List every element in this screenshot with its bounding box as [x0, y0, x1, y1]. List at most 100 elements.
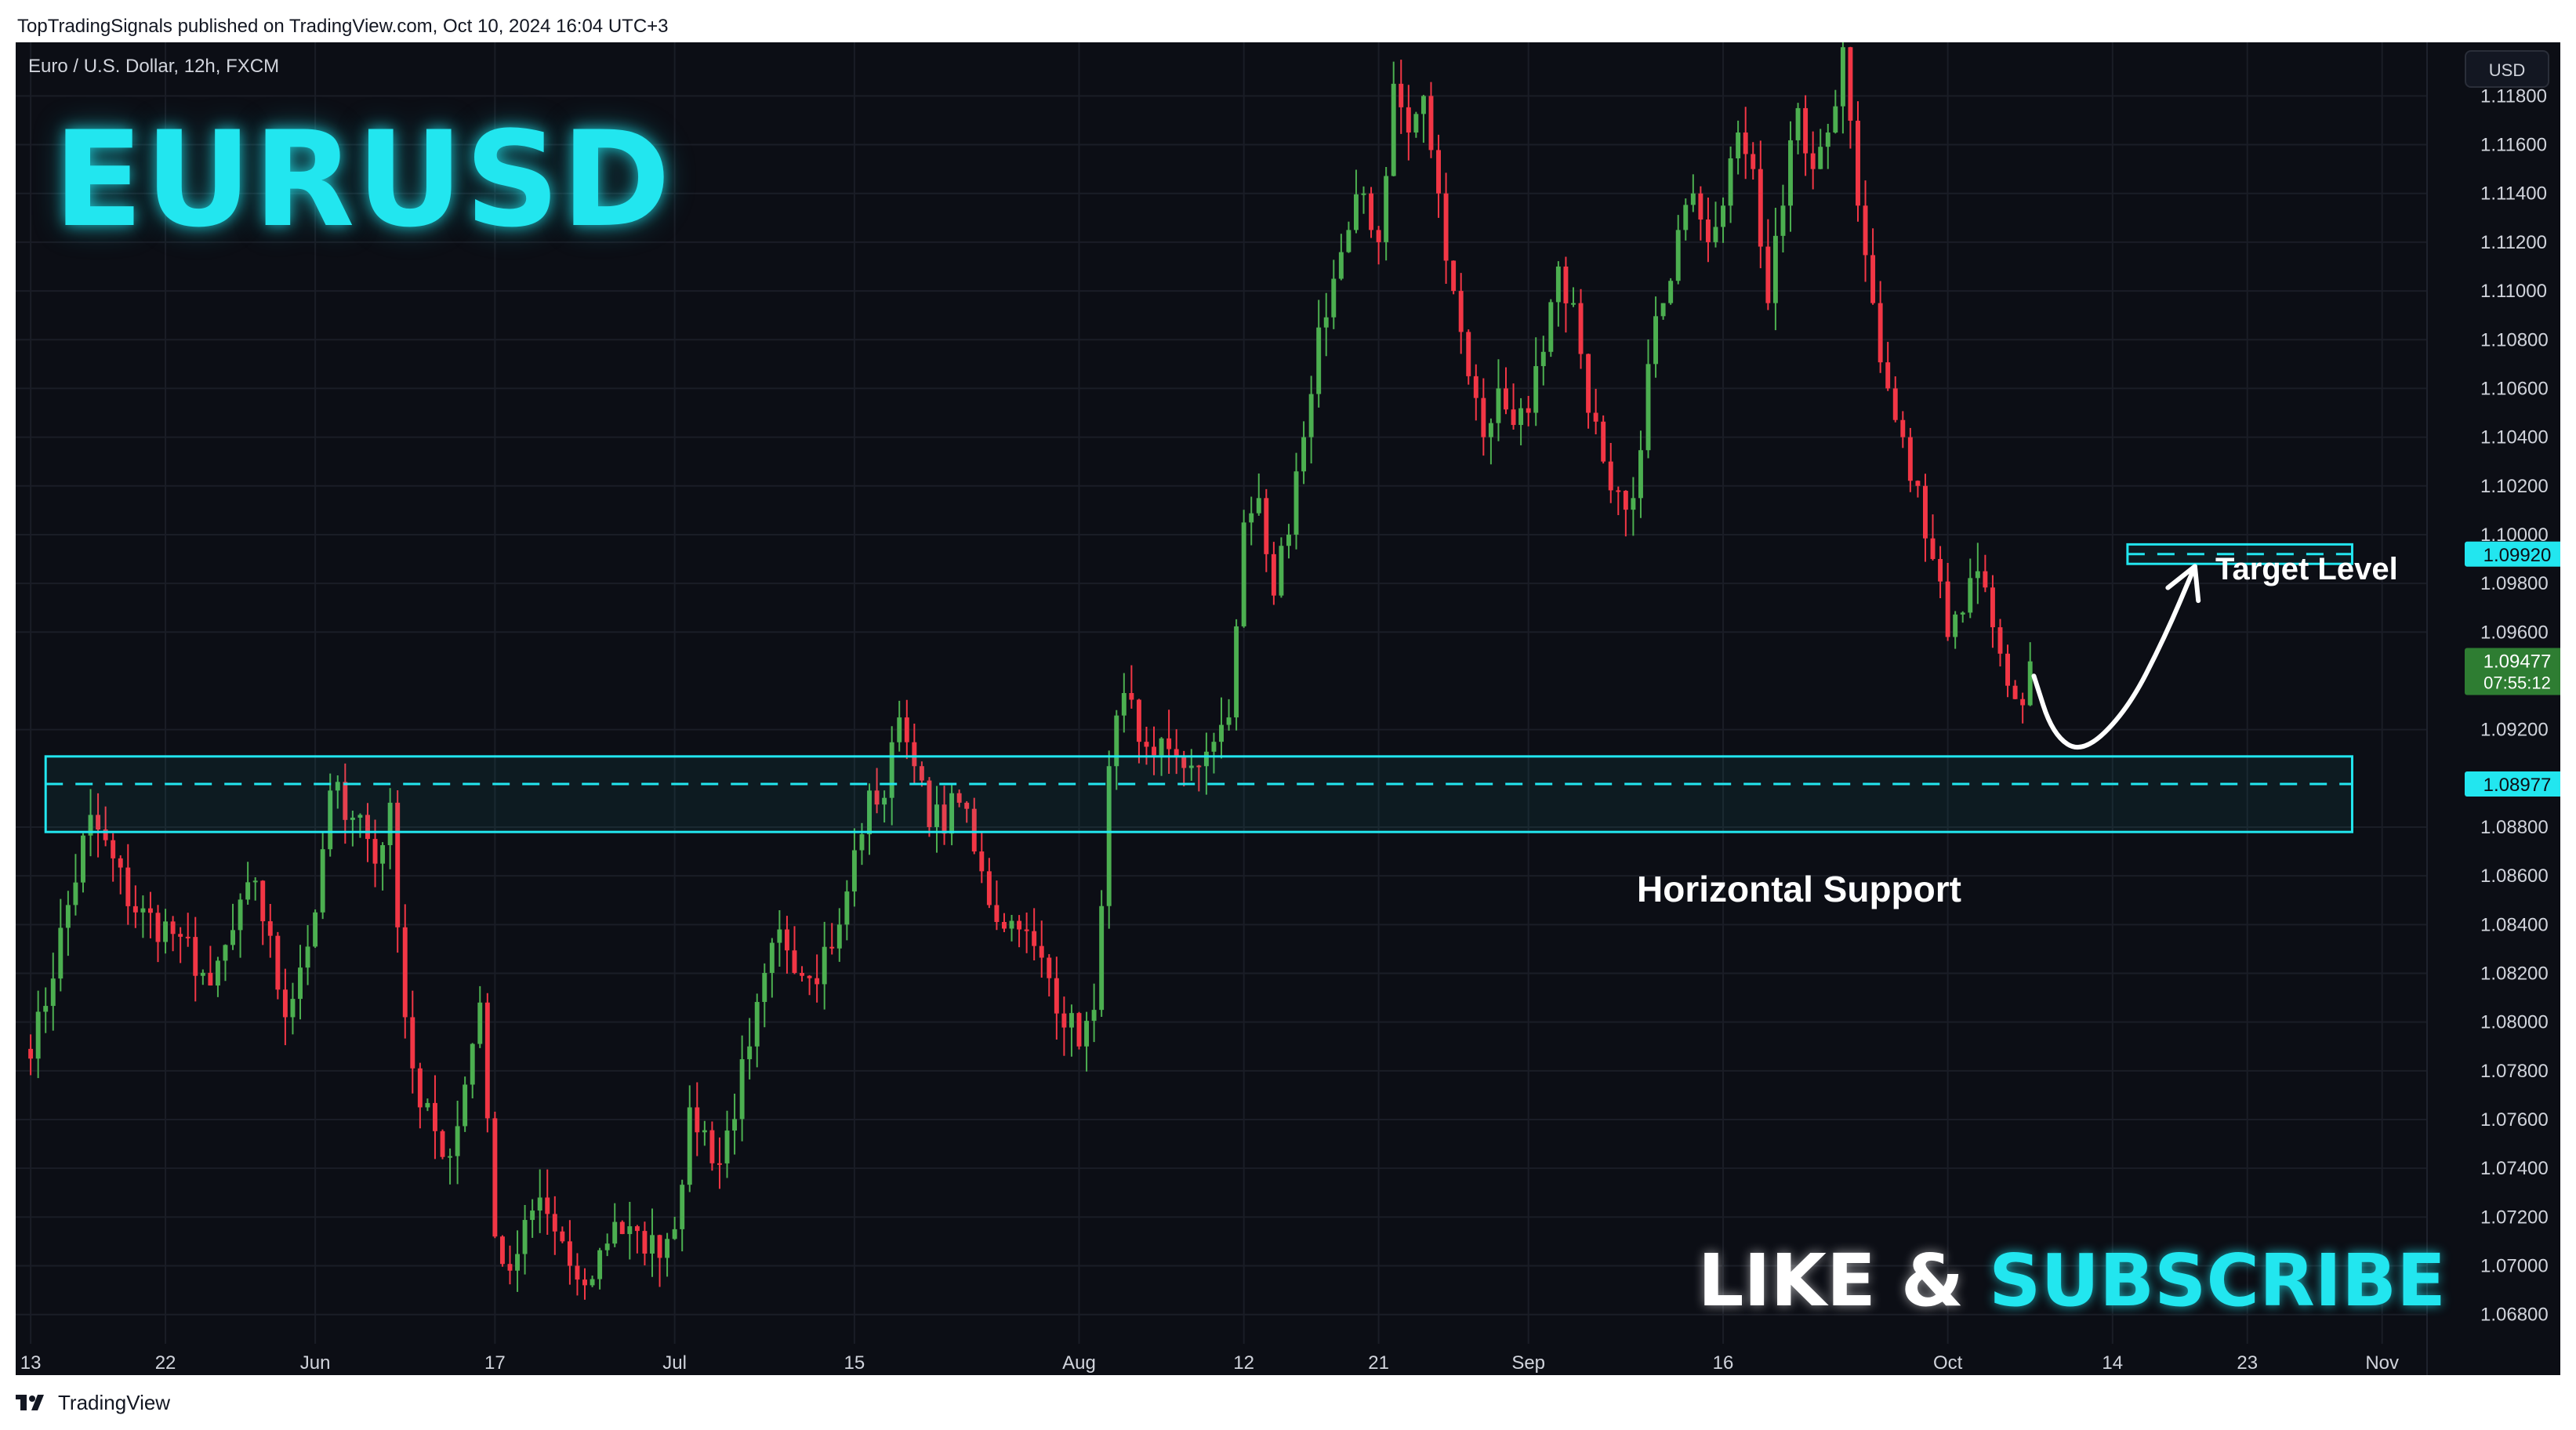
candle-bullish [1675, 230, 1681, 281]
candle-bearish [170, 921, 176, 935]
candle-bullish [1099, 906, 1105, 1011]
candle-bullish [1249, 513, 1254, 523]
candle-bearish [1885, 362, 1891, 389]
candle-bearish [1376, 230, 1381, 242]
candle-bearish [1399, 83, 1404, 107]
candle-bearish [634, 1226, 640, 1232]
candle-bullish [1301, 437, 1307, 472]
candle-bearish [1915, 481, 1921, 486]
candle-bearish [372, 839, 378, 864]
date-tick-label: 15 [844, 1352, 865, 1374]
candle-bearish [904, 717, 909, 742]
projection-curve [2031, 564, 2197, 749]
price-tick-label: 1.07400 [2480, 1158, 2549, 1179]
candle-bullish [215, 960, 220, 986]
currency-selector[interactable]: USD [2465, 50, 2549, 88]
candle-bullish [140, 908, 146, 913]
candle-bearish [1406, 107, 1411, 133]
candle-bullish [35, 1011, 41, 1059]
candle-bearish [395, 802, 401, 927]
candle-bullish [1825, 132, 1830, 147]
candle-bearish [1481, 397, 1486, 437]
candle-bullish [934, 804, 939, 827]
price-tick-label: 1.08000 [2480, 1012, 2549, 1033]
price-tick-label: 1.08200 [2480, 963, 2549, 984]
candle-bearish [103, 829, 108, 840]
candle-bullish [882, 797, 887, 805]
candle-bullish [238, 899, 243, 931]
candle-bullish [1631, 498, 1636, 510]
candle-bearish [1061, 1013, 1067, 1028]
candle-bullish [313, 912, 318, 947]
overlay-title: EURUSD [53, 103, 673, 256]
candle-bearish [792, 950, 797, 973]
candle-bearish [1743, 132, 1748, 154]
chart-panel[interactable]: 1.11800 1.11600 1.11400 1.11200 1.11000 1.108… [16, 42, 2560, 1375]
candle-bearish [1181, 757, 1187, 768]
candle-bearish [1436, 150, 1441, 194]
date-tick-label: Jul [662, 1352, 687, 1374]
candle-bullish [1555, 266, 1561, 303]
candle-bullish [522, 1220, 528, 1254]
candle-bullish [1780, 205, 1786, 236]
candle-bullish [290, 999, 296, 1018]
publish-header: TopTradingSignals published on TradingVi… [17, 11, 669, 42]
last-price-badge-text: 1.09477 [2483, 651, 2552, 673]
candle-bullish [1818, 147, 1823, 169]
candle-bearish [1863, 205, 1868, 256]
candle-bullish [1833, 106, 1838, 133]
candle-bullish [455, 1126, 460, 1156]
candle-bearish [1892, 388, 1898, 420]
date-tick-label: Oct [1933, 1352, 1963, 1374]
candle-bearish [964, 802, 970, 809]
candle-bullish [1308, 394, 1314, 437]
candle-bullish [867, 790, 872, 835]
candle-bullish [387, 802, 393, 846]
projection-arrowhead-icon [2165, 564, 2201, 604]
candle-bearish [118, 858, 123, 868]
price-tick-label: 1.10600 [2480, 378, 2549, 399]
candle-bullish [1975, 571, 1980, 579]
candle-bearish [1586, 354, 1591, 413]
candle-bullish [1772, 235, 1778, 303]
price-chart[interactable]: 1.11800 1.11600 1.11400 1.11200 1.11000 1.108… [16, 42, 2560, 1375]
horizontal-support-label: Horizontal Support [1637, 869, 1961, 909]
candle-bullish [245, 882, 251, 900]
candle-bullish [1009, 920, 1014, 929]
candle-bearish [1803, 107, 1809, 154]
date-tick-label: Nov [2365, 1352, 2399, 1374]
candle-bullish [1203, 751, 1209, 767]
candle-bullish [627, 1226, 633, 1235]
candle-bearish [1466, 332, 1471, 376]
target-price-badge-text: 1.09920 [2483, 545, 2552, 566]
candle-bullish [1736, 132, 1741, 159]
price-tick-label: 1.11000 [2480, 281, 2547, 302]
candle-bullish [1518, 408, 1524, 426]
candle-bearish [1369, 193, 1374, 230]
candle-bearish [2012, 685, 2018, 699]
candle-bearish [1758, 169, 1763, 247]
candle-bullish [680, 1185, 685, 1229]
candle-bearish [1983, 571, 1988, 588]
candle-bullish [1728, 158, 1733, 206]
candle-bearish [1504, 388, 1508, 410]
candle-bullish [1668, 281, 1674, 303]
candle-bearish [125, 867, 131, 906]
candle-bearish [1443, 193, 1449, 261]
candle-bearish [1848, 47, 1853, 121]
candle-bullish [1391, 83, 1396, 176]
candle-bearish [717, 1163, 722, 1165]
candle-bearish [1938, 559, 1943, 582]
candle-bearish [1166, 738, 1172, 749]
candle-bullish [1293, 471, 1299, 535]
candle-bearish [1601, 421, 1606, 462]
last-price-badge-countdown: 07:55:12 [2483, 673, 2551, 693]
candle-bullish [1338, 252, 1344, 279]
candle-bearish [1578, 303, 1584, 354]
candle-bearish [2020, 699, 2026, 706]
support-zone-box[interactable] [44, 755, 2353, 833]
price-tick-label: 1.09800 [2480, 573, 2549, 594]
candle-bearish [1856, 120, 1860, 206]
date-tick-label: 12 [1233, 1352, 1254, 1374]
candle-bullish [597, 1250, 603, 1279]
